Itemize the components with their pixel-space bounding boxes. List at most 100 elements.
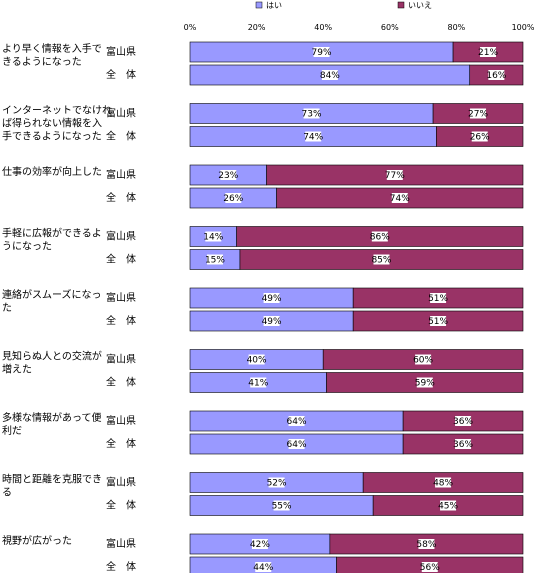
- data-label: 84%: [320, 71, 340, 81]
- data-label: 86%: [370, 233, 390, 243]
- category-label: 視野が広がった: [2, 534, 72, 547]
- data-label-bg: [251, 539, 268, 549]
- data-label: 74%: [303, 133, 323, 143]
- data-label: 36%: [453, 417, 473, 427]
- category-label: 見知らぬ人との交流が: [2, 350, 102, 363]
- data-label: 45%: [438, 502, 458, 512]
- region-label: 全 体: [106, 130, 136, 143]
- data-label-bg: [305, 131, 322, 142]
- category-label: 利だ: [2, 425, 22, 437]
- data-label: 73%: [302, 110, 322, 120]
- region-label: 富山県: [106, 537, 136, 550]
- data-label: 49%: [262, 317, 282, 327]
- category-label: 多様な情報があって便: [2, 411, 102, 424]
- data-label: 42%: [250, 540, 270, 550]
- data-label-bg: [205, 231, 222, 242]
- category-label: きるようになった: [2, 56, 82, 68]
- data-label: 36%: [453, 440, 473, 450]
- data-label-bg: [288, 439, 305, 449]
- region-label: 全 体: [106, 68, 136, 81]
- legend-label-1: いいえ: [408, 1, 432, 10]
- data-label-bg: [250, 377, 267, 388]
- data-label-bg: [391, 193, 408, 203]
- data-label-bg: [313, 47, 330, 57]
- data-label-bg: [480, 47, 497, 57]
- data-label: 85%: [371, 256, 391, 266]
- data-label-bg: [263, 316, 280, 326]
- data-label: 79%: [312, 48, 332, 58]
- category-label: 増えた: [2, 363, 32, 376]
- category-label: インターネットでなけれ: [2, 105, 112, 117]
- data-label: 52%: [267, 479, 287, 489]
- data-label: 55%: [272, 502, 292, 512]
- data-label: 16%: [486, 71, 506, 81]
- data-label-bg: [430, 293, 447, 303]
- data-label-bg: [455, 439, 472, 449]
- data-label-bg: [288, 416, 305, 426]
- data-label: 49%: [262, 294, 282, 304]
- data-label-bg: [263, 293, 280, 303]
- data-label: 51%: [428, 317, 448, 327]
- data-label-bg: [430, 316, 447, 326]
- region-label: 富山県: [106, 476, 136, 489]
- x-tick-label: 60%: [381, 23, 399, 32]
- data-label-bg: [440, 500, 457, 511]
- x-tick-label: 100%: [512, 23, 535, 32]
- data-label: 59%: [415, 379, 435, 389]
- data-label-bg: [206, 254, 223, 265]
- x-tick-label: 40%: [314, 23, 332, 32]
- category-label: ば得られない情報を入: [2, 117, 102, 130]
- data-label: 56%: [420, 563, 440, 573]
- category-label: 仕事の効率が向上した: [2, 165, 102, 178]
- region-label: 全 体: [106, 437, 136, 450]
- x-tick-label: 20%: [248, 23, 266, 32]
- data-label-bg: [470, 108, 487, 119]
- data-label: 77%: [385, 171, 405, 181]
- data-label-bg: [255, 562, 272, 572]
- data-label-bg: [371, 231, 388, 242]
- category-label: 連絡がスムーズになっ: [2, 288, 102, 301]
- data-label: 51%: [428, 294, 448, 304]
- category-label: より早く情報を入手で: [2, 42, 102, 55]
- data-label: 74%: [390, 194, 410, 204]
- data-label-bg: [220, 170, 237, 180]
- data-label: 15%: [205, 256, 225, 266]
- data-label-bg: [321, 70, 338, 80]
- data-label: 58%: [416, 540, 436, 550]
- data-label-bg: [386, 170, 403, 180]
- data-label-bg: [415, 354, 432, 365]
- region-label: 富山県: [106, 45, 136, 58]
- data-label: 26%: [223, 194, 243, 204]
- data-label: 23%: [218, 171, 238, 181]
- region-label: 全 体: [106, 253, 136, 266]
- data-label-bg: [303, 108, 320, 119]
- region-label: 富山県: [106, 353, 136, 366]
- region-label: 富山県: [106, 107, 136, 120]
- data-label-bg: [225, 193, 242, 203]
- data-label-bg: [248, 354, 265, 365]
- data-label-bg: [471, 131, 488, 142]
- data-label-bg: [416, 377, 433, 388]
- region-label: 全 体: [106, 499, 136, 512]
- region-label: 富山県: [106, 414, 136, 427]
- data-label-bg: [373, 254, 390, 265]
- legend-swatch-1: [397, 1, 405, 9]
- data-label-bg: [418, 539, 435, 549]
- data-label: 64%: [287, 440, 307, 450]
- x-tick-label: 80%: [448, 23, 466, 32]
- region-label: 全 体: [106, 191, 136, 204]
- x-tick-label: 0%: [184, 23, 197, 32]
- category-label: 手軽に広報ができるよ: [2, 227, 102, 240]
- category-label: る: [2, 487, 12, 499]
- data-label-bg: [421, 562, 438, 572]
- category-label: 手できるようになった: [2, 130, 102, 143]
- category-label: 時間と距離を克服でき: [2, 473, 102, 486]
- data-label: 27%: [468, 110, 488, 120]
- data-label-bg: [455, 416, 472, 426]
- data-label: 60%: [413, 356, 433, 366]
- data-label-bg: [435, 477, 452, 488]
- category-label: た: [2, 302, 12, 314]
- data-label-bg: [268, 477, 285, 488]
- region-label: 富山県: [106, 168, 136, 181]
- region-label: 全 体: [106, 314, 136, 327]
